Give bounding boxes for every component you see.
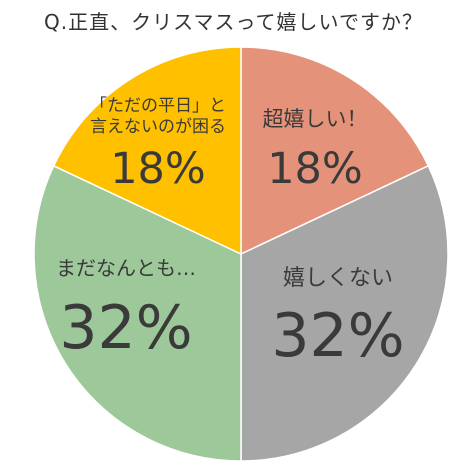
pie-slices [33,46,449,462]
slice-value-1: 18% [267,144,363,194]
slice-value-4: 18% [110,144,206,194]
slice-name-2: 嬉しくない [283,266,393,291]
pie-slice-1 [240,46,430,256]
slice-name-4-line-1: 「ただの平日」と [90,96,226,116]
slice-name-4-line-2: 言えないのが困る [90,117,226,137]
pie-labels: 超嬉しい！ 18% 嬉しくない 32% まだなんとも… 32% 「ただの平日」と言えないのが… [56,96,405,371]
slice-name-3: まだなんとも… [56,256,196,280]
slice-name-1: 超嬉しい！ [263,107,368,131]
slice-value-3: 32% [59,293,192,363]
pie-slice-2 [240,164,449,462]
chart-title: Q.正直、クリスマスって嬉しいですか？ [44,10,423,34]
pie-slice-4 [52,46,242,256]
slice-value-2: 32% [271,301,404,371]
pie-slice-3 [33,164,242,462]
